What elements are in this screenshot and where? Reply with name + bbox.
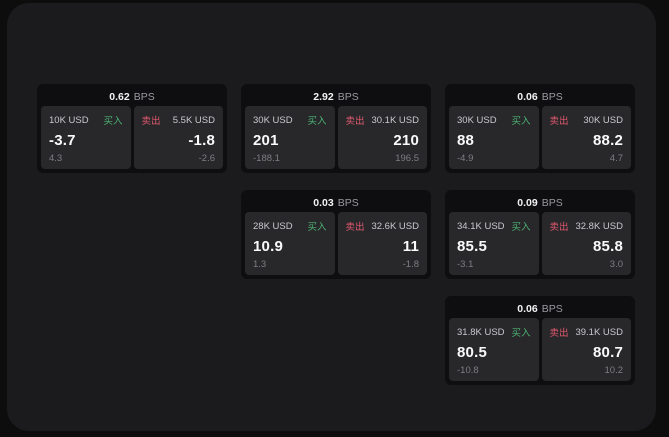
buy-amount: 30K USD bbox=[457, 114, 497, 126]
sell-sub-value: 196.5 bbox=[395, 153, 419, 164]
sell-panel[interactable]: 卖出 39.1K USD 80.7 10.2 bbox=[541, 318, 631, 381]
sell-amount: 5.5K USD bbox=[172, 114, 215, 126]
buy-sub-value: -10.8 bbox=[457, 365, 479, 376]
buy-side-label: 买入 bbox=[103, 116, 123, 127]
buy-price: 85.5 bbox=[457, 237, 487, 255]
card-header: 0.06 BPS bbox=[449, 87, 631, 106]
buy-side-label: 买入 bbox=[307, 116, 327, 127]
bps-value: 0.62 bbox=[109, 90, 130, 103]
buy-amount: 30K USD bbox=[253, 114, 293, 126]
card-header: 0.06 BPS bbox=[449, 299, 631, 318]
app-surface: 0.62 BPS 10K USD 买入 -3.7 4.3 卖出 5.5K USD bbox=[7, 3, 656, 431]
sell-sub-value: 4.7 bbox=[609, 153, 623, 164]
quote-panels: 31.8K USD 买入 80.5 -10.8 卖出 39.1K USD 80.… bbox=[449, 318, 631, 381]
buy-sub-value: 4.3 bbox=[49, 153, 63, 164]
sell-sub-value: -1.8 bbox=[402, 259, 419, 270]
buy-panel[interactable]: 30K USD 买入 201 -188.1 bbox=[245, 106, 335, 169]
quote-panels: 30K USD 买入 201 -188.1 卖出 30.1K USD 210 1… bbox=[245, 106, 427, 169]
sell-panel[interactable]: 卖出 5.5K USD -1.8 -2.6 bbox=[133, 106, 223, 169]
buy-side-label: 买入 bbox=[511, 222, 531, 233]
buy-panel[interactable]: 34.1K USD 买入 85.5 -3.1 bbox=[449, 212, 539, 275]
buy-sub-value: 1.3 bbox=[253, 259, 267, 270]
buy-sub-value: -188.1 bbox=[253, 153, 280, 164]
sell-panel[interactable]: 卖出 32.6K USD 11 -1.8 bbox=[337, 212, 427, 275]
sell-price: 80.7 bbox=[593, 343, 623, 361]
bps-value: 0.06 bbox=[517, 302, 538, 315]
buy-side-label: 买入 bbox=[511, 328, 531, 339]
sell-side-label: 卖出 bbox=[141, 116, 161, 127]
sell-amount: 39.1K USD bbox=[575, 326, 623, 338]
bps-value: 0.03 bbox=[313, 196, 334, 209]
sell-price: 88.2 bbox=[593, 131, 623, 149]
buy-amount: 31.8K USD bbox=[457, 326, 505, 338]
card-header: 0.62 BPS bbox=[41, 87, 223, 106]
quote-card-grid: 0.62 BPS 10K USD 买入 -3.7 4.3 卖出 5.5K USD bbox=[37, 84, 635, 385]
card-header: 0.09 BPS bbox=[449, 193, 631, 212]
sell-side-label: 卖出 bbox=[549, 116, 569, 127]
bps-card: 0.06 BPS 30K USD 买入 88 -4.9 卖出 30K USD bbox=[445, 84, 635, 173]
sell-amount: 32.8K USD bbox=[575, 220, 623, 232]
buy-price: 88 bbox=[457, 131, 475, 149]
sell-price: -1.8 bbox=[188, 131, 215, 149]
buy-side-label: 买入 bbox=[511, 116, 531, 127]
sell-price: 210 bbox=[393, 131, 419, 149]
buy-amount: 34.1K USD bbox=[457, 220, 505, 232]
bps-value: 2.92 bbox=[313, 90, 334, 103]
buy-panel[interactable]: 28K USD 买入 10.9 1.3 bbox=[245, 212, 335, 275]
sell-amount: 30.1K USD bbox=[371, 114, 419, 126]
bps-unit-label: BPS bbox=[541, 196, 563, 209]
buy-price: 10.9 bbox=[253, 237, 283, 255]
quote-panels: 28K USD 买入 10.9 1.3 卖出 32.6K USD 11 -1.8 bbox=[245, 212, 427, 275]
buy-price: -3.7 bbox=[49, 131, 76, 149]
bps-unit-label: BPS bbox=[337, 90, 359, 103]
sell-side-label: 卖出 bbox=[549, 222, 569, 233]
bps-card: 0.62 BPS 10K USD 买入 -3.7 4.3 卖出 5.5K USD bbox=[37, 84, 227, 173]
quote-panels: 30K USD 买入 88 -4.9 卖出 30K USD 88.2 4.7 bbox=[449, 106, 631, 169]
buy-amount: 10K USD bbox=[49, 114, 89, 126]
bps-unit-label: BPS bbox=[337, 196, 359, 209]
bps-card: 2.92 BPS 30K USD 买入 201 -188.1 卖出 30.1K … bbox=[241, 84, 431, 173]
bps-card: 0.06 BPS 31.8K USD 买入 80.5 -10.8 卖出 39.1… bbox=[445, 296, 635, 385]
sell-panel[interactable]: 卖出 32.8K USD 85.8 3.0 bbox=[541, 212, 631, 275]
sell-panel[interactable]: 卖出 30.1K USD 210 196.5 bbox=[337, 106, 427, 169]
sell-sub-value: 10.2 bbox=[604, 365, 624, 376]
bps-unit-label: BPS bbox=[541, 90, 563, 103]
sell-amount: 30K USD bbox=[583, 114, 623, 126]
card-header: 2.92 BPS bbox=[245, 87, 427, 106]
buy-price: 201 bbox=[253, 131, 279, 149]
bps-unit-label: BPS bbox=[541, 302, 563, 315]
bps-card: 0.09 BPS 34.1K USD 买入 85.5 -3.1 卖出 32.8K… bbox=[445, 190, 635, 279]
bps-value: 0.09 bbox=[517, 196, 538, 209]
sell-side-label: 卖出 bbox=[345, 222, 365, 233]
sell-panel[interactable]: 卖出 30K USD 88.2 4.7 bbox=[541, 106, 631, 169]
sell-price: 85.8 bbox=[593, 237, 623, 255]
buy-sub-value: -4.9 bbox=[457, 153, 474, 164]
buy-panel[interactable]: 10K USD 买入 -3.7 4.3 bbox=[41, 106, 131, 169]
sell-price: 11 bbox=[402, 237, 419, 255]
buy-sub-value: -3.1 bbox=[457, 259, 474, 270]
sell-sub-value: -2.6 bbox=[198, 153, 215, 164]
buy-price: 80.5 bbox=[457, 343, 487, 361]
buy-amount: 28K USD bbox=[253, 220, 293, 232]
quote-panels: 34.1K USD 买入 85.5 -3.1 卖出 32.8K USD 85.8… bbox=[449, 212, 631, 275]
bps-value: 0.06 bbox=[517, 90, 538, 103]
bps-unit-label: BPS bbox=[133, 90, 155, 103]
card-header: 0.03 BPS bbox=[245, 193, 427, 212]
buy-panel[interactable]: 30K USD 买入 88 -4.9 bbox=[449, 106, 539, 169]
bps-card: 0.03 BPS 28K USD 买入 10.9 1.3 卖出 32.6K US… bbox=[241, 190, 431, 279]
sell-side-label: 卖出 bbox=[549, 328, 569, 339]
sell-amount: 32.6K USD bbox=[371, 220, 419, 232]
buy-panel[interactable]: 31.8K USD 买入 80.5 -10.8 bbox=[449, 318, 539, 381]
quote-panels: 10K USD 买入 -3.7 4.3 卖出 5.5K USD -1.8 -2.… bbox=[41, 106, 223, 169]
buy-side-label: 买入 bbox=[307, 222, 327, 233]
sell-side-label: 卖出 bbox=[345, 116, 365, 127]
sell-sub-value: 3.0 bbox=[609, 259, 623, 270]
